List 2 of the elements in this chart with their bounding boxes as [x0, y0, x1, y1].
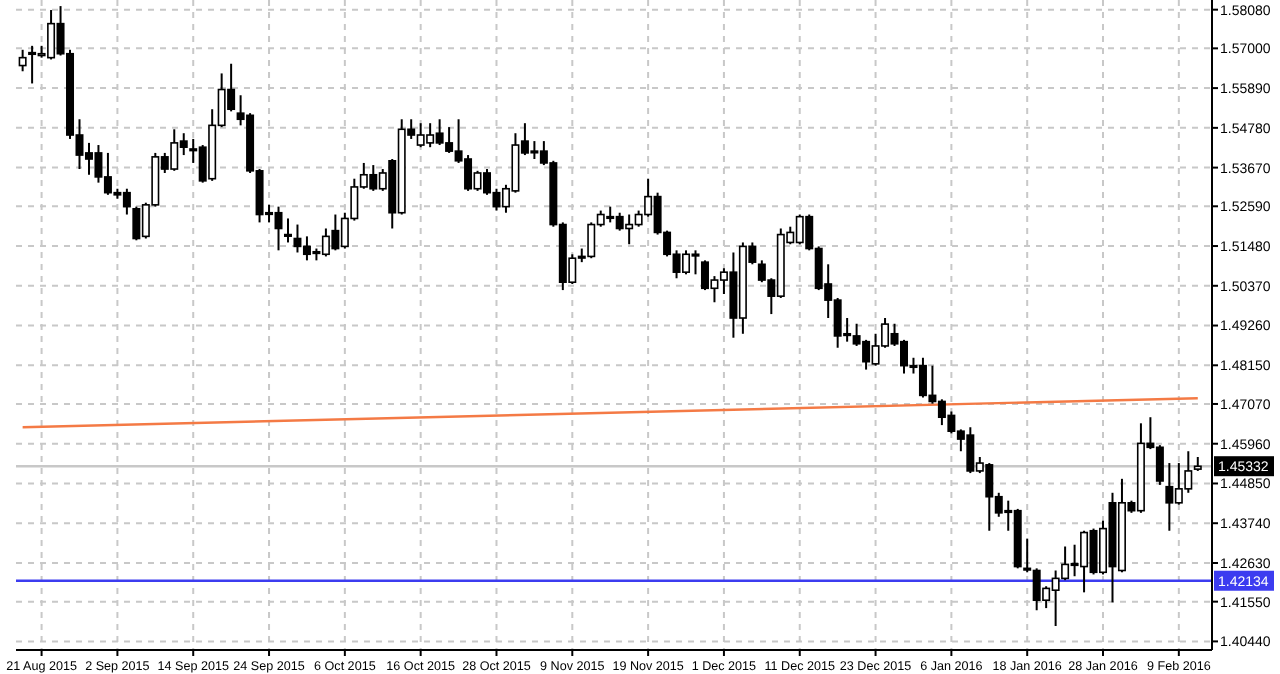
candlestick — [283, 217, 292, 244]
candlestick — [18, 48, 27, 73]
